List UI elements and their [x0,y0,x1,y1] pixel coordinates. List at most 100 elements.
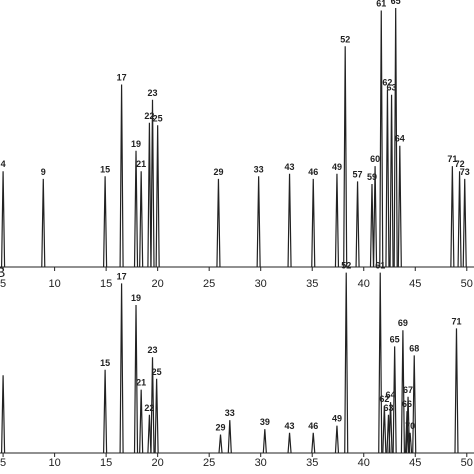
peak [147,414,152,454]
peak-label: 22 [144,111,154,121]
peak-label: 49 [332,414,342,424]
peak [408,432,413,454]
x-tick-label: 45 [409,457,421,469]
peak-label: 29 [216,423,226,433]
peak-label: 62 [382,78,392,88]
peak [389,94,394,268]
peak [344,272,349,454]
peak-label: 73 [460,167,470,177]
x-tick-label: 5 [0,457,6,469]
peak-label: 17 [117,73,127,83]
peak-label: 67 [403,385,413,395]
peak-label: 15 [100,358,110,368]
peak-label: 21 [136,378,146,388]
peak [378,272,383,454]
peak [103,176,108,268]
peak [379,10,384,268]
peak [392,346,397,454]
x-tick-label: 25 [203,278,215,290]
peak-label: 52 [340,34,350,44]
peak-label: 72 [455,159,465,169]
peak-label: 43 [285,162,295,172]
peak [385,89,390,268]
peak [133,150,139,268]
peak-label: 25 [152,367,162,377]
peak [457,171,462,268]
peak-label: 59 [367,172,377,182]
x-tick-label: 50 [461,278,473,290]
peak [227,420,232,454]
peak [287,432,292,454]
peak [393,7,398,268]
peak-label: 63 [383,403,393,413]
peak-label: 23 [147,88,157,98]
peak [382,405,387,454]
peak [343,46,348,268]
peak-label: 22 [144,403,154,413]
peak [154,378,159,454]
peak-label: 49 [332,162,342,172]
x-tick-label: 20 [152,278,164,290]
peak-label: 61 [376,0,386,9]
peak-label: 66 [402,399,412,409]
peak [405,396,411,454]
peak [388,402,393,454]
peak-label: 17 [117,271,127,281]
x-tick-label: 40 [358,278,370,290]
peak [150,357,155,454]
peak [372,166,378,268]
peak [397,145,402,268]
peak [0,375,6,454]
peak [139,389,144,454]
peak-label: 43 [285,421,295,431]
peak [412,355,417,454]
peak [147,122,152,268]
peak [400,330,405,454]
x-tick-label: 30 [255,457,267,469]
peak [119,84,124,268]
peak [218,434,223,454]
peak-label: 52 [341,261,351,271]
peak [139,171,144,268]
peak [133,304,139,454]
peak-label: 71 [447,154,457,164]
x-tick-label: 15 [100,457,112,469]
peak-label: 64 [395,134,405,144]
peak-label: 70 [405,421,415,431]
peak [216,178,221,268]
peak-label: 62 [379,394,389,404]
peak-label: 33 [254,164,264,174]
x-tick-label: 15 [100,278,112,290]
x-tick-label: 35 [306,457,318,469]
peak [155,125,160,268]
peak-label: 19 [131,139,141,149]
peak [262,429,267,454]
peak [450,166,455,268]
x-tick-label: 25 [203,457,215,469]
peak [119,283,124,454]
peak-label: 60 [370,154,380,164]
peak-label: 71 [451,316,461,326]
peak-label: 15 [100,164,110,174]
peak [311,178,316,268]
peak [369,183,375,268]
x-tick-label: 10 [48,278,60,290]
peak-label: 69 [398,318,408,328]
peak-label: 9 [41,167,46,177]
peak-label: 19 [131,293,141,303]
peak [311,432,316,454]
x-tick-label: 35 [306,278,318,290]
x-tick-label: 10 [48,457,60,469]
peak [454,328,459,454]
peak [41,178,46,268]
peak-label: 29 [213,167,223,177]
peak-label: 33 [225,408,235,418]
panel-label: B [0,264,5,280]
peak [103,369,108,454]
peak [334,425,340,454]
peak-label: 21 [136,159,146,169]
x-tick-label: 45 [409,278,421,290]
peak-label: 25 [153,113,163,123]
peak [404,411,410,454]
